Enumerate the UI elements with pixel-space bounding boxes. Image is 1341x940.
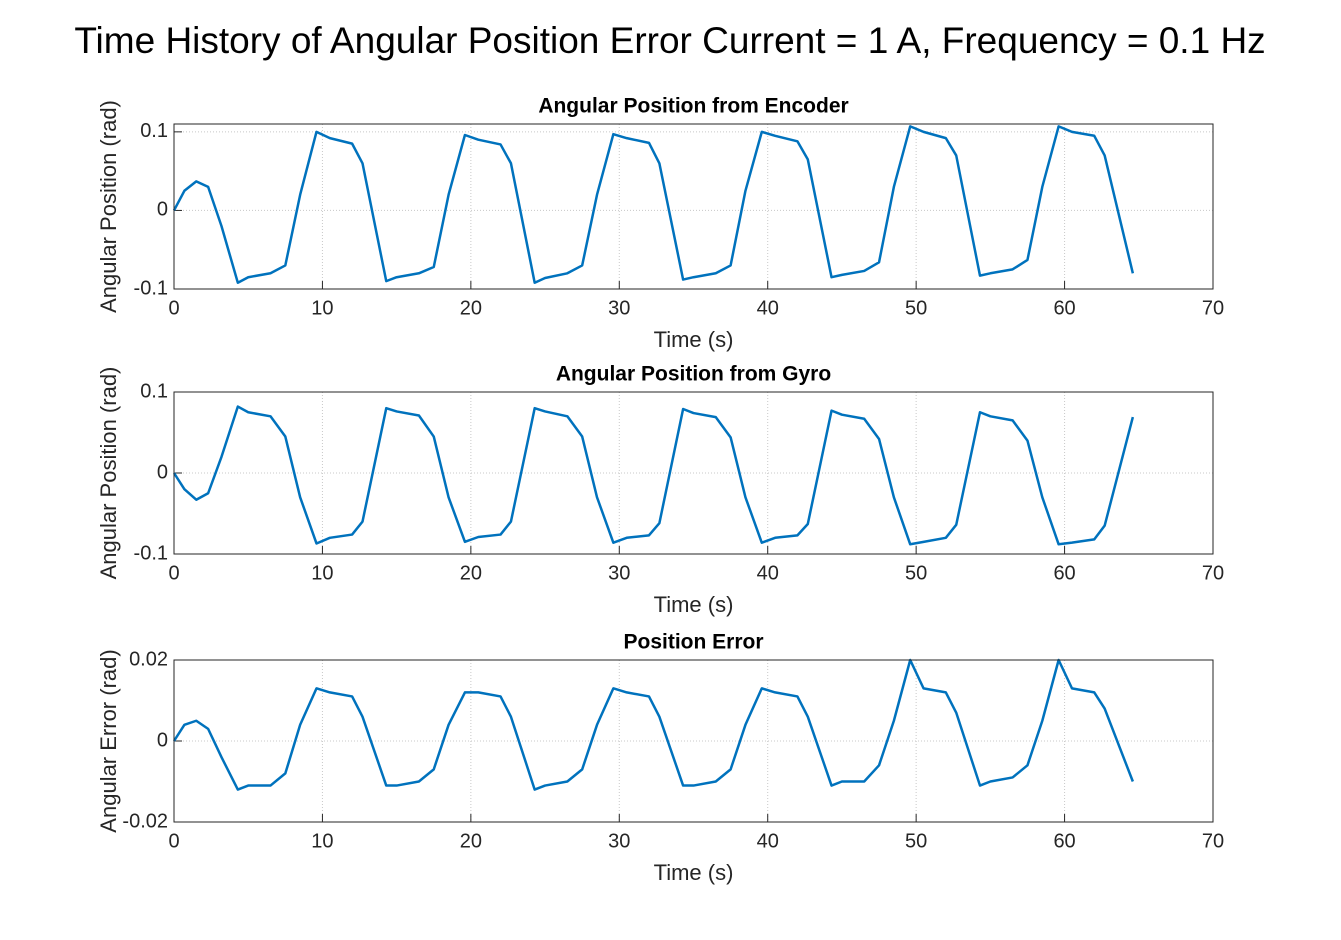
x-tick-label: 70 bbox=[1202, 830, 1224, 852]
x-tick-label: 60 bbox=[1053, 562, 1075, 584]
x-tick-label: 30 bbox=[608, 830, 630, 852]
y-axis-label: Angular Error (rad) bbox=[96, 649, 121, 832]
x-tick-label: 70 bbox=[1202, 297, 1224, 319]
x-axis-label: Time (s) bbox=[654, 860, 734, 885]
axes-box bbox=[173, 123, 1214, 290]
subplot-title: Angular Position from Gyro bbox=[556, 363, 831, 386]
y-tick-label: 0 bbox=[157, 199, 168, 221]
y-tick-label: 0.1 bbox=[140, 120, 168, 142]
x-axis-label: Time (s) bbox=[654, 592, 734, 617]
plot-area bbox=[174, 124, 1213, 289]
x-tick-label: 50 bbox=[905, 297, 927, 319]
y-tick-label: 0 bbox=[157, 729, 168, 751]
x-tick-label: 20 bbox=[460, 297, 482, 319]
x-tick-label: 20 bbox=[460, 830, 482, 852]
x-tick-label: 40 bbox=[757, 297, 779, 319]
axes-box bbox=[173, 659, 1214, 823]
x-tick-label: 0 bbox=[168, 297, 179, 319]
x-tick-label: 60 bbox=[1053, 297, 1075, 319]
y-tick-label: 0.1 bbox=[140, 380, 168, 402]
y-tick-label: -0.1 bbox=[134, 277, 168, 299]
x-tick-label: 60 bbox=[1053, 830, 1075, 852]
x-tick-label: 10 bbox=[311, 562, 333, 584]
data-line bbox=[172, 405, 1135, 546]
data-line bbox=[172, 125, 1135, 284]
subplot-title: Position Error bbox=[623, 631, 763, 654]
x-tick-label: 10 bbox=[311, 830, 333, 852]
x-tick-label: 40 bbox=[757, 562, 779, 584]
y-tick-label: -0.02 bbox=[122, 810, 168, 832]
axes-box bbox=[173, 391, 1214, 555]
x-tick-label: 30 bbox=[608, 562, 630, 584]
x-tick-label: 50 bbox=[905, 830, 927, 852]
data-line bbox=[172, 658, 1135, 791]
x-tick-label: 10 bbox=[311, 297, 333, 319]
x-tick-label: 30 bbox=[608, 297, 630, 319]
x-tick-label: 0 bbox=[168, 830, 179, 852]
x-tick-label: 20 bbox=[460, 562, 482, 584]
x-tick-label: 50 bbox=[905, 562, 927, 584]
x-tick-label: 0 bbox=[168, 562, 179, 584]
x-tick-label: 70 bbox=[1202, 562, 1224, 584]
y-axis-label: Angular Position (rad) bbox=[96, 100, 121, 313]
figure-title: Time History of Angular Position Error C… bbox=[74, 20, 1265, 61]
y-tick-label: -0.1 bbox=[134, 542, 168, 564]
y-tick-label: 0.02 bbox=[129, 648, 168, 670]
x-axis-label: Time (s) bbox=[654, 327, 734, 352]
subplot-title: Angular Position from Encoder bbox=[538, 95, 848, 118]
x-tick-label: 40 bbox=[757, 830, 779, 852]
y-tick-label: 0 bbox=[157, 461, 168, 483]
y-axis-label: Angular Position (rad) bbox=[96, 367, 121, 580]
